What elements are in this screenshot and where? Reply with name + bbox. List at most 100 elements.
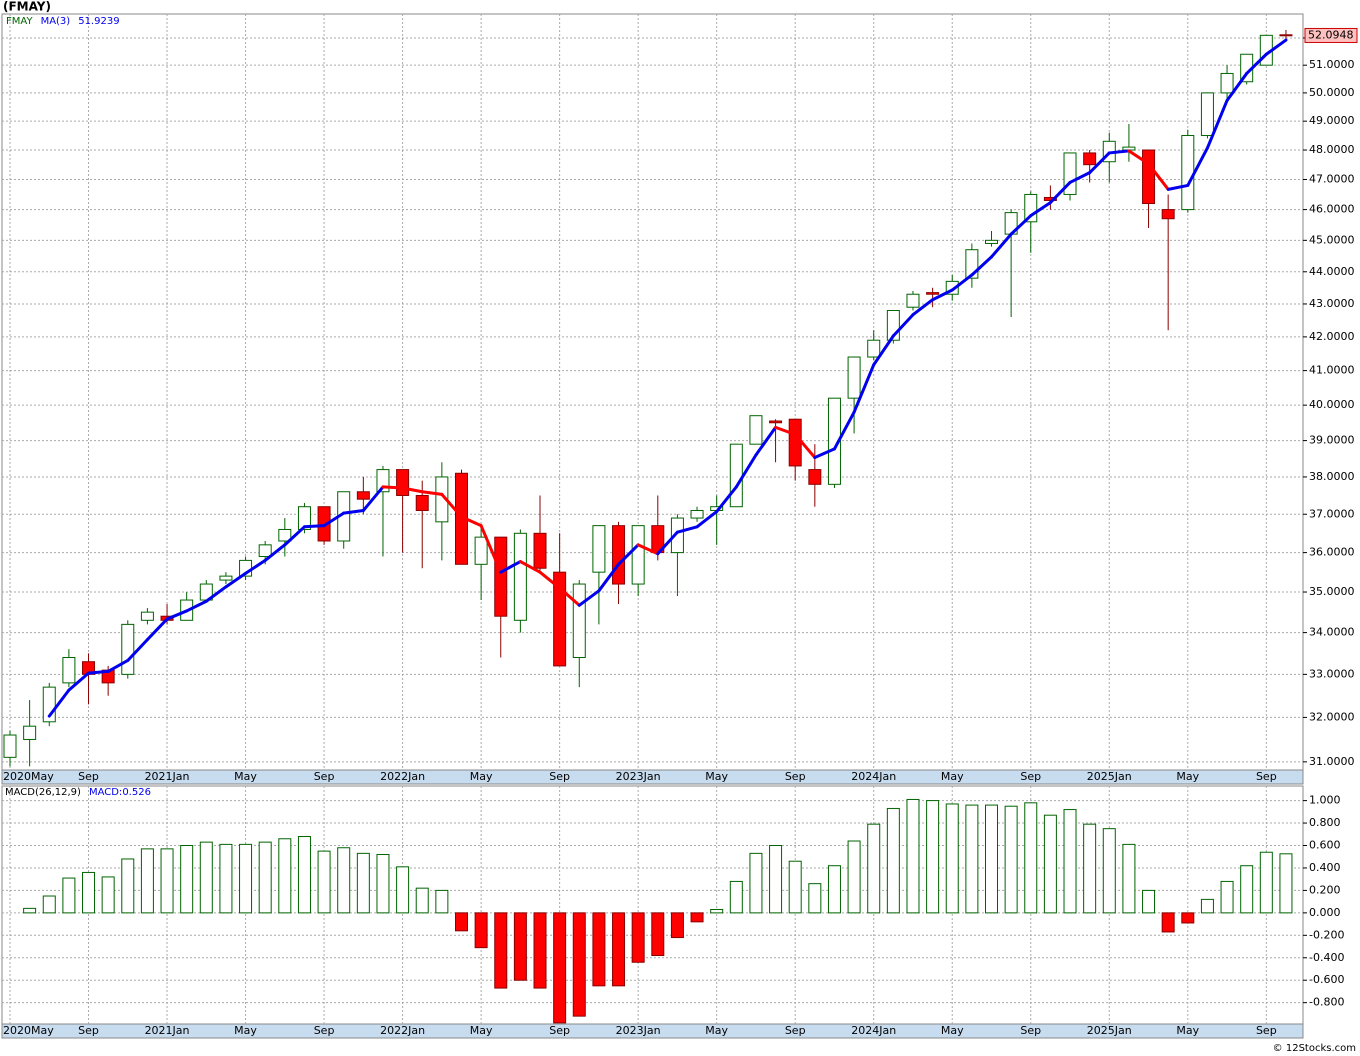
candle-body bbox=[1200, 92, 1214, 137]
y-tick-label: -0.200 bbox=[1309, 928, 1344, 941]
y-tick-label: 42.0000 bbox=[1309, 330, 1355, 343]
ma-segment bbox=[617, 543, 640, 566]
bar bbox=[1142, 889, 1156, 914]
last-price-label: 52.0948 bbox=[1308, 28, 1354, 41]
bar bbox=[42, 895, 56, 914]
ma-segment bbox=[656, 530, 679, 556]
bar bbox=[219, 843, 233, 914]
bar bbox=[62, 877, 76, 914]
y-tick-label: -0.400 bbox=[1309, 951, 1344, 964]
bar bbox=[1200, 898, 1214, 914]
candle-body bbox=[513, 532, 527, 621]
candle-body bbox=[1220, 72, 1234, 94]
ma-segment bbox=[1166, 183, 1190, 191]
candle-body bbox=[1142, 149, 1156, 205]
bar bbox=[945, 803, 959, 914]
bar bbox=[631, 912, 645, 963]
x-tick-label: May bbox=[705, 1024, 728, 1037]
candle-body bbox=[592, 525, 606, 573]
candle-body bbox=[729, 443, 743, 508]
y-tick-label: 37.0000 bbox=[1309, 507, 1355, 520]
bar bbox=[317, 850, 331, 914]
ma-segment bbox=[381, 485, 405, 490]
bar bbox=[1043, 814, 1057, 914]
ma-segment bbox=[459, 515, 483, 528]
bar bbox=[729, 880, 743, 914]
ma-segment bbox=[87, 669, 110, 675]
y-tick-label: 49.0000 bbox=[1309, 114, 1355, 127]
candle-body bbox=[494, 536, 508, 617]
bar bbox=[1161, 912, 1175, 933]
x-tick-label: 2020May bbox=[3, 770, 54, 783]
x-tick-label: May bbox=[941, 770, 964, 783]
y-tick-label: 32.0000 bbox=[1309, 710, 1355, 723]
bar bbox=[199, 841, 213, 914]
candle-body bbox=[867, 339, 881, 358]
ma-segment bbox=[754, 425, 778, 457]
ma-segment bbox=[1245, 52, 1268, 75]
x-tick-label: May bbox=[234, 1024, 257, 1037]
bar bbox=[396, 866, 410, 914]
candle-body bbox=[769, 420, 783, 424]
candle-body bbox=[1161, 209, 1175, 220]
x-tick-label: 2025Jan bbox=[1087, 770, 1132, 783]
bar bbox=[827, 865, 841, 914]
x-tick-label: Sep bbox=[1020, 770, 1041, 783]
x-tick-label: Sep bbox=[785, 770, 806, 783]
candle-body bbox=[1083, 152, 1097, 166]
ma-segment bbox=[479, 524, 503, 574]
ma-segment bbox=[911, 298, 935, 317]
candle-body bbox=[572, 583, 586, 659]
candle-body bbox=[631, 525, 645, 585]
bar bbox=[1024, 802, 1038, 914]
ma-segment bbox=[1264, 38, 1288, 56]
y-tick-label: 0.200 bbox=[1309, 883, 1341, 896]
x-tick-label: 2024Jan bbox=[851, 770, 896, 783]
y-tick-label: 36.0000 bbox=[1309, 546, 1355, 559]
bar bbox=[435, 889, 449, 914]
ma-segment bbox=[1186, 146, 1209, 187]
bar bbox=[553, 912, 567, 1024]
bar bbox=[965, 804, 979, 914]
ma-segment bbox=[518, 560, 542, 574]
bar bbox=[513, 912, 527, 981]
chart-title: (FMAY) bbox=[3, 0, 51, 14]
x-tick-label: May bbox=[470, 1024, 493, 1037]
x-tick-label: 2025Jan bbox=[1087, 1024, 1132, 1037]
bar bbox=[258, 841, 272, 914]
candle-body bbox=[906, 293, 920, 308]
bar bbox=[670, 912, 684, 939]
x-tick-label: May bbox=[470, 770, 493, 783]
candle-body bbox=[553, 571, 567, 667]
bar bbox=[180, 845, 194, 914]
ma-segment bbox=[185, 599, 208, 613]
bar bbox=[337, 847, 351, 914]
bar bbox=[1122, 843, 1136, 914]
x-tick-label: 2022Jan bbox=[380, 770, 425, 783]
ma-segment bbox=[1029, 201, 1052, 218]
x-tick-label: 2020May bbox=[3, 1024, 54, 1037]
candle-body bbox=[690, 509, 704, 519]
plot-frame bbox=[1, 785, 1304, 1025]
y-tick-label: 0.400 bbox=[1309, 861, 1341, 874]
bar bbox=[926, 800, 940, 914]
candle-body bbox=[749, 415, 763, 445]
bar bbox=[454, 912, 468, 932]
ma-segment bbox=[872, 334, 895, 367]
candle-body bbox=[396, 469, 410, 496]
ma-segment bbox=[499, 560, 522, 574]
bar bbox=[474, 912, 488, 949]
x-tick-label: 2022Jan bbox=[380, 1024, 425, 1037]
ma-segment bbox=[1225, 71, 1249, 102]
candle-body bbox=[140, 611, 154, 621]
ma-segment bbox=[970, 255, 993, 277]
x-tick-label: 2021Jan bbox=[145, 1024, 190, 1037]
ma-segment bbox=[852, 363, 876, 414]
x-tick-label: Sep bbox=[1020, 1024, 1041, 1037]
bar bbox=[140, 848, 154, 914]
bar bbox=[82, 871, 96, 914]
bar bbox=[651, 912, 665, 957]
x-tick-label: Sep bbox=[1256, 1024, 1277, 1037]
ma-segment bbox=[538, 570, 562, 590]
candle-body bbox=[219, 575, 233, 581]
